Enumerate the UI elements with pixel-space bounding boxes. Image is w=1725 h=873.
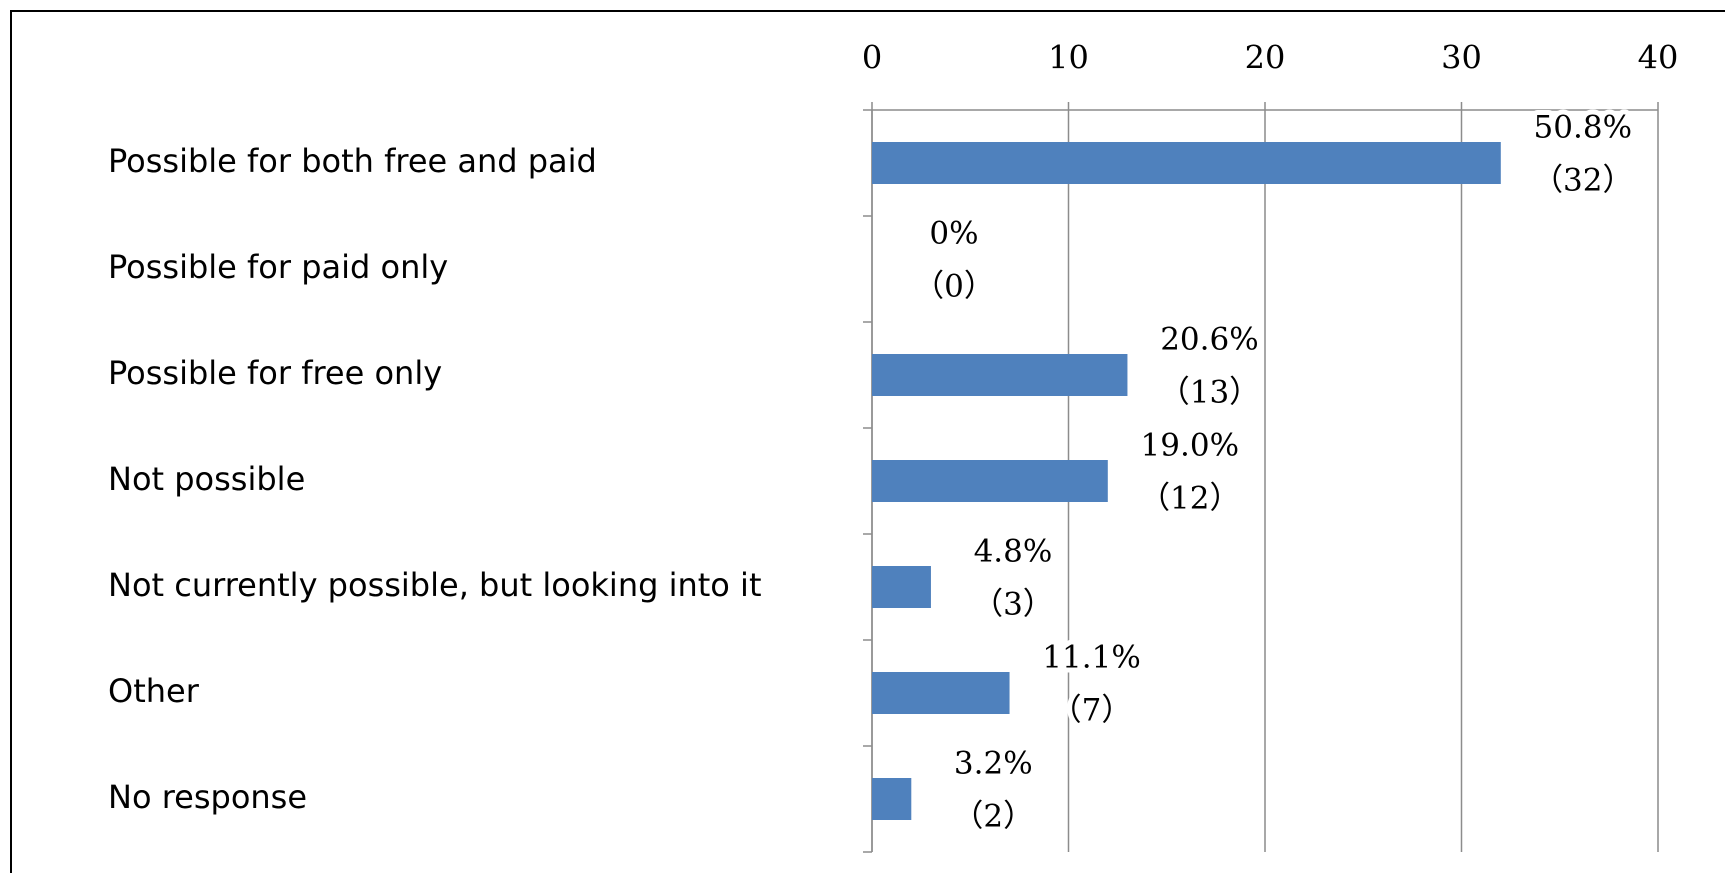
value-label: （32） — [1532, 163, 1633, 199]
value-label: （12） — [1139, 481, 1240, 517]
value-label: （3） — [972, 587, 1054, 623]
value-label: （13） — [1159, 375, 1260, 411]
bar — [872, 778, 912, 820]
bar — [872, 142, 1501, 184]
x-tick-label: 10 — [1048, 39, 1089, 77]
chart-frame — [10, 10, 1725, 873]
value-label: 19.0% — [1141, 428, 1239, 464]
x-tick-label: 40 — [1638, 39, 1679, 77]
value-label: （7） — [1051, 693, 1133, 729]
value-label: 20.6% — [1160, 322, 1258, 358]
category-label: No response — [108, 778, 307, 816]
bar — [872, 672, 1010, 714]
category-label: Not currently possible, but looking into… — [108, 566, 761, 604]
bar — [872, 566, 931, 608]
category-label: Not possible — [108, 460, 305, 498]
x-tick-label: 30 — [1441, 39, 1482, 77]
category-label: Possible for both free and paid — [108, 142, 597, 180]
category-label: Other — [108, 672, 200, 710]
value-label: 50.8% — [1534, 110, 1632, 146]
value-label: （0） — [913, 269, 995, 305]
x-tick-label: 0 — [862, 39, 882, 77]
value-label: （2） — [952, 799, 1034, 835]
value-label: 3.2% — [954, 746, 1033, 782]
value-label: 11.1% — [1042, 640, 1140, 676]
bar — [872, 354, 1128, 396]
x-tick-label: 20 — [1245, 39, 1286, 77]
category-label: Possible for free only — [108, 354, 442, 392]
value-label: 4.8% — [974, 534, 1053, 570]
category-label: Possible for paid only — [108, 248, 448, 286]
bar — [872, 460, 1108, 502]
value-label: 0% — [929, 216, 978, 252]
